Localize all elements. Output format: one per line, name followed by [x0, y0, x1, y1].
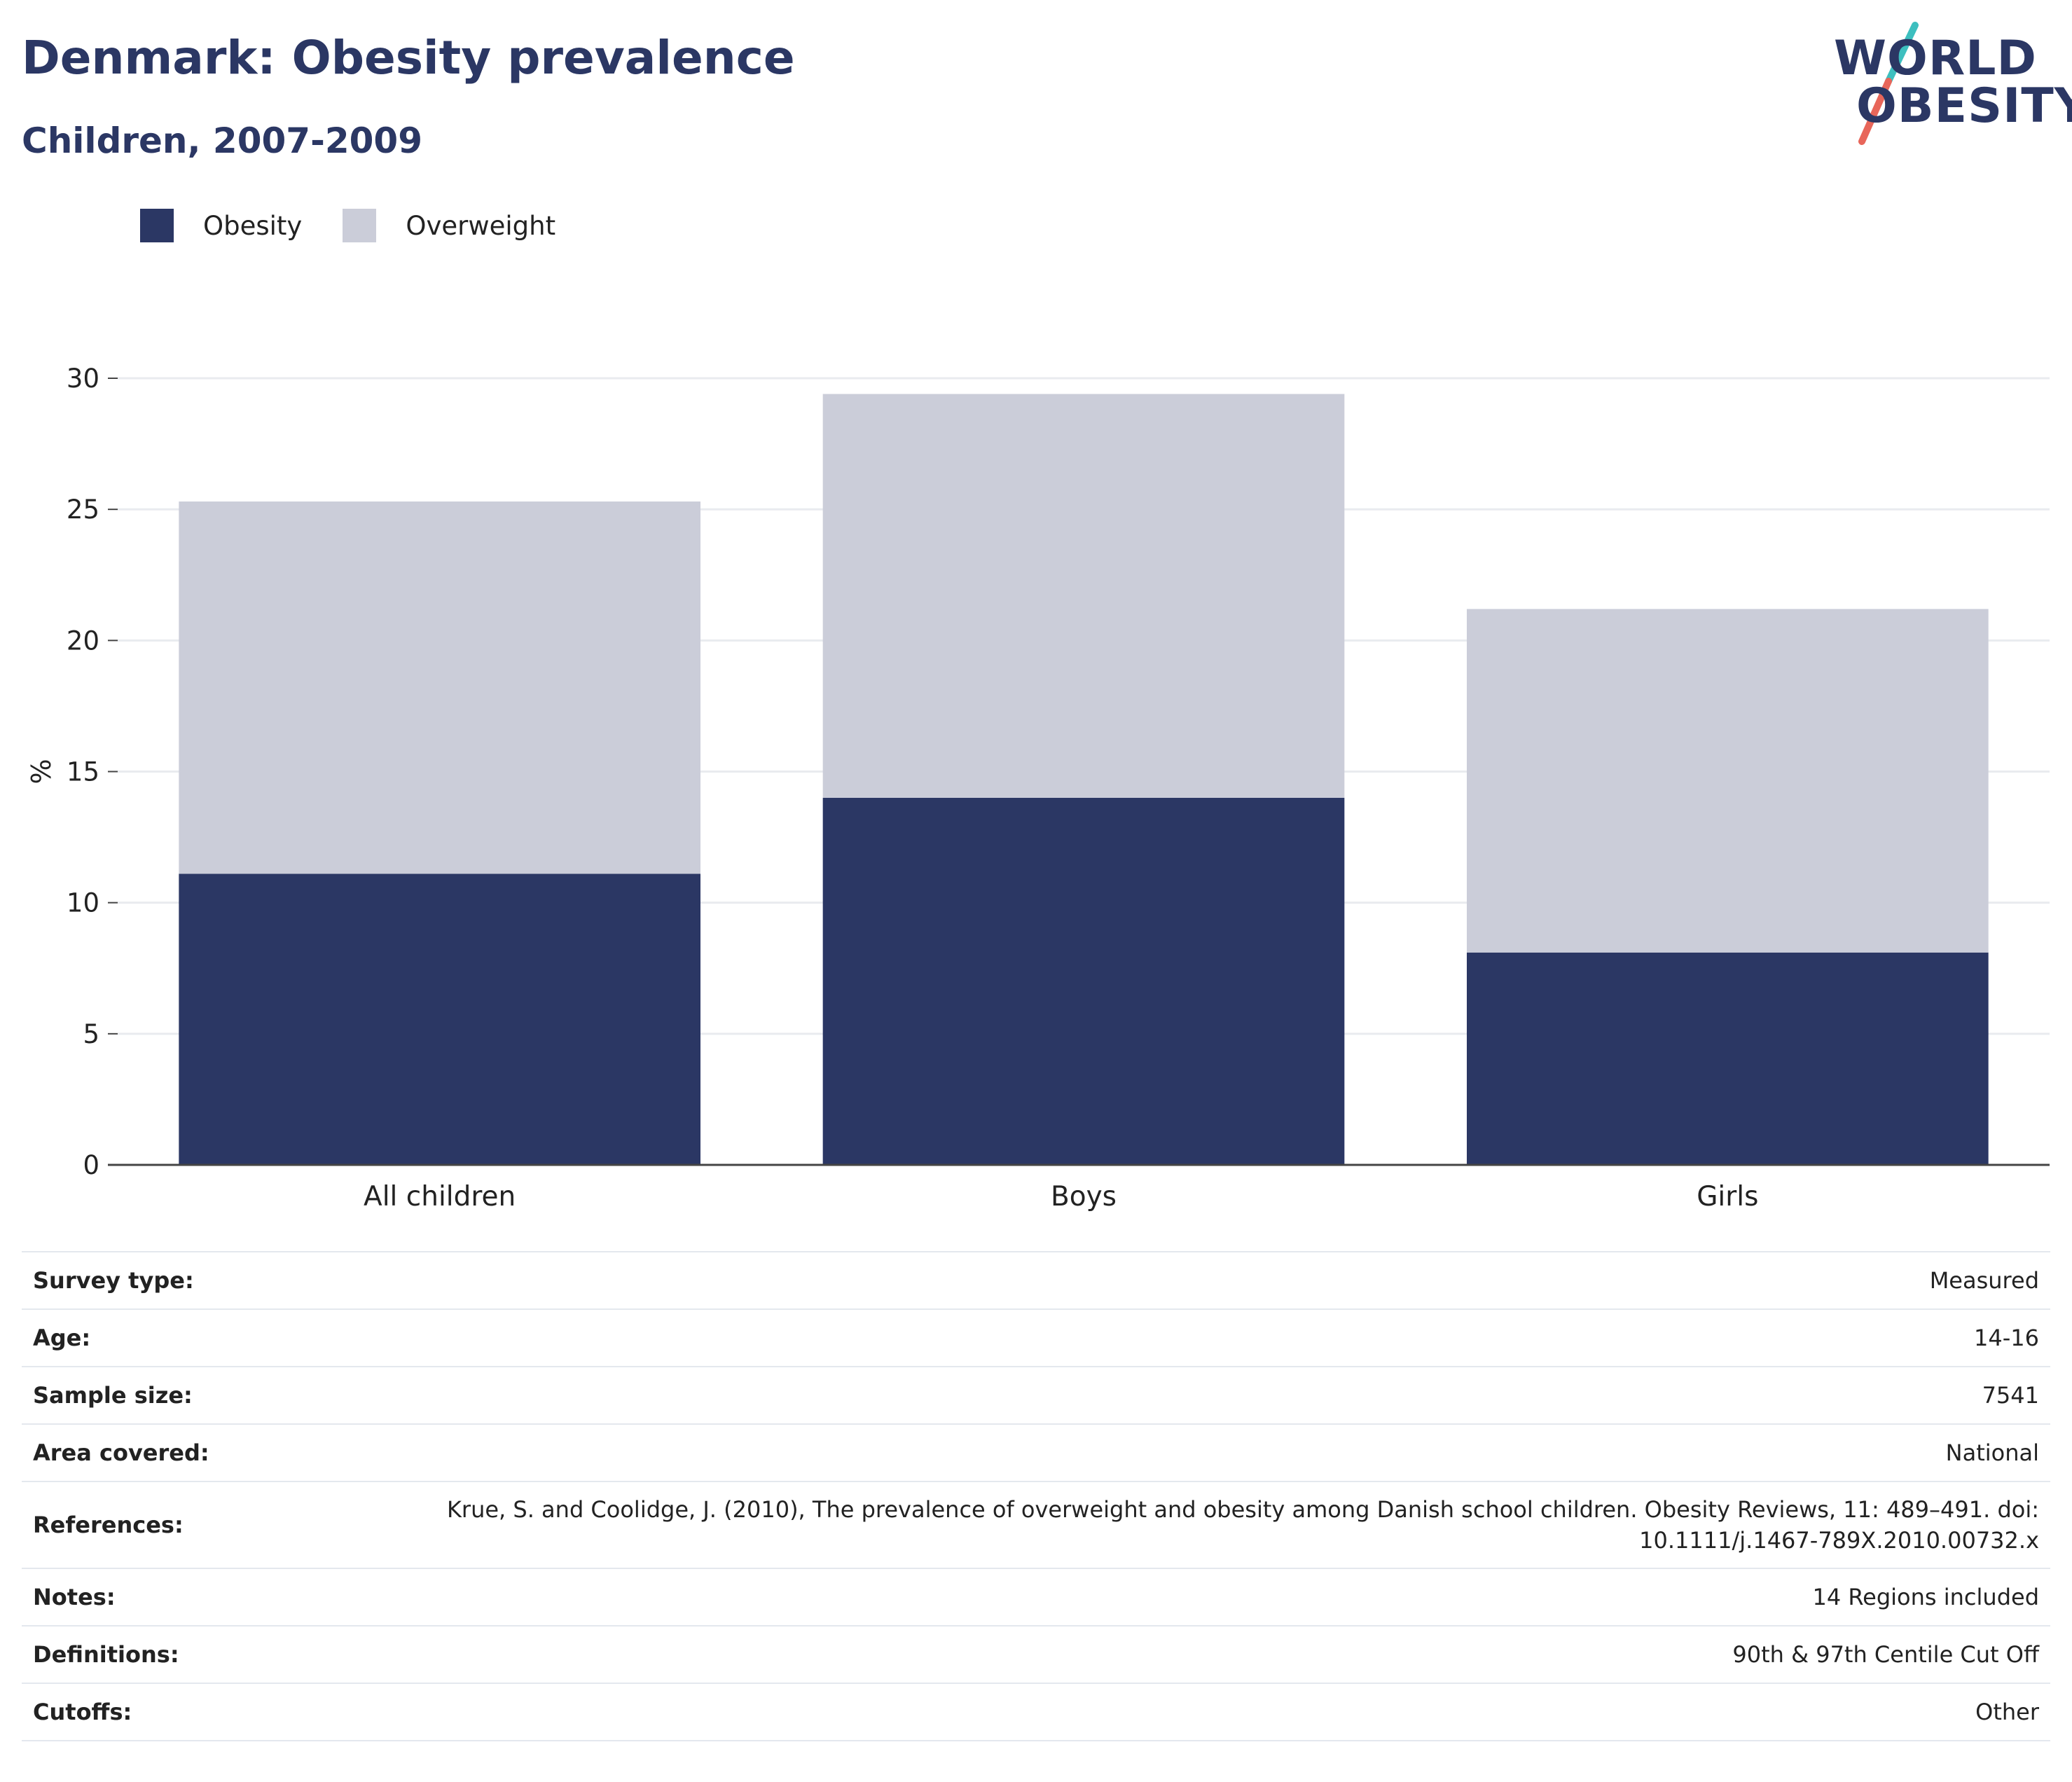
metadata-row: Area covered: National — [22, 1423, 2050, 1481]
logo-text-world: WORLD — [1834, 31, 2037, 86]
metadata-value: National — [394, 1423, 2050, 1481]
logo-text-obesity: OBESITY — [1856, 78, 2072, 134]
legend-swatch-obesity — [140, 209, 174, 242]
metadata-key: Area covered: — [22, 1423, 394, 1481]
page-title: Denmark: Obesity prevalence — [22, 31, 795, 85]
stacked-bar-chart: 0 5 10 15 20 25 30% All children Boys Girls — [26, 364, 2050, 1213]
metadata-value: 14-16 — [394, 1308, 2050, 1367]
metadata-value: Other — [394, 1683, 2050, 1741]
bar-overweight-boys[interactable] — [822, 394, 1345, 798]
y-tick-label: 0 — [83, 1150, 99, 1180]
metadata-key: Survey type: — [22, 1251, 394, 1309]
bar-obesity-girls[interactable] — [1467, 952, 1989, 1165]
y-tick-label: 15 — [67, 757, 99, 787]
legend-swatch-overweight — [343, 209, 377, 242]
metadata-key: References: — [22, 1481, 394, 1568]
chart-legend: Obesity Overweight — [140, 209, 596, 242]
survey-metadata-table: Survey type: Measured Age: 14-16 Sample size… — [22, 1251, 2050, 1741]
x-tick-label: Boys — [1051, 1181, 1117, 1213]
metadata-row: Notes: 14 Regions included — [22, 1568, 2050, 1626]
metadata-value: Measured — [394, 1251, 2050, 1309]
bar-obesity-all-children[interactable] — [179, 873, 700, 1165]
y-axis-label: % — [26, 759, 57, 784]
page-subtitle: Children, 2007-2009 — [22, 120, 422, 161]
logo-slash-icon — [1858, 22, 1919, 145]
legend-label-obesity: Obesity — [203, 210, 303, 241]
y-tick-label: 25 — [67, 495, 99, 525]
legend-item-overweight[interactable]: Overweight — [343, 209, 555, 242]
world-obesity-logo: WORLD OBESITY — [1828, 21, 2072, 147]
metadata-key: Notes: — [22, 1568, 394, 1626]
metadata-row: Cutoffs: Other — [22, 1683, 2050, 1741]
bar-obesity-boys[interactable] — [822, 797, 1345, 1165]
y-tick-label: 30 — [67, 364, 99, 394]
metadata-row: Survey type: Measured — [22, 1251, 2050, 1309]
legend-item-obesity[interactable]: Obesity — [140, 209, 302, 242]
x-tick-label: Girls — [1697, 1181, 1758, 1213]
metadata-value: 90th & 97th Centile Cut Off — [394, 1625, 2050, 1683]
metadata-key: Age: — [22, 1308, 394, 1367]
metadata-row: Age: 14-16 — [22, 1308, 2050, 1367]
metadata-value: Krue, S. and Coolidge, J. (2010), The pr… — [394, 1481, 2050, 1568]
metadata-row: Definitions: 90th & 97th Centile Cut Off — [22, 1625, 2050, 1683]
metadata-value: 7541 — [394, 1366, 2050, 1424]
metadata-key: Definitions: — [22, 1625, 394, 1683]
metadata-value: 14 Regions included — [394, 1568, 2050, 1626]
metadata-row: Sample size: 7541 — [22, 1366, 2050, 1424]
metadata-row: References: Krue, S. and Coolidge, J. (20… — [22, 1481, 2050, 1568]
y-tick-label: 20 — [67, 626, 99, 656]
legend-label-overweight: Overweight — [406, 210, 556, 241]
bar-overweight-all-children[interactable] — [179, 501, 700, 874]
y-tick-label: 5 — [83, 1019, 99, 1049]
metadata-key: Sample size: — [22, 1366, 394, 1424]
y-tick-label: 10 — [67, 888, 99, 918]
x-tick-label: All children — [364, 1181, 516, 1213]
bar-overweight-girls[interactable] — [1467, 609, 1989, 953]
metadata-key: Cutoffs: — [22, 1683, 394, 1741]
